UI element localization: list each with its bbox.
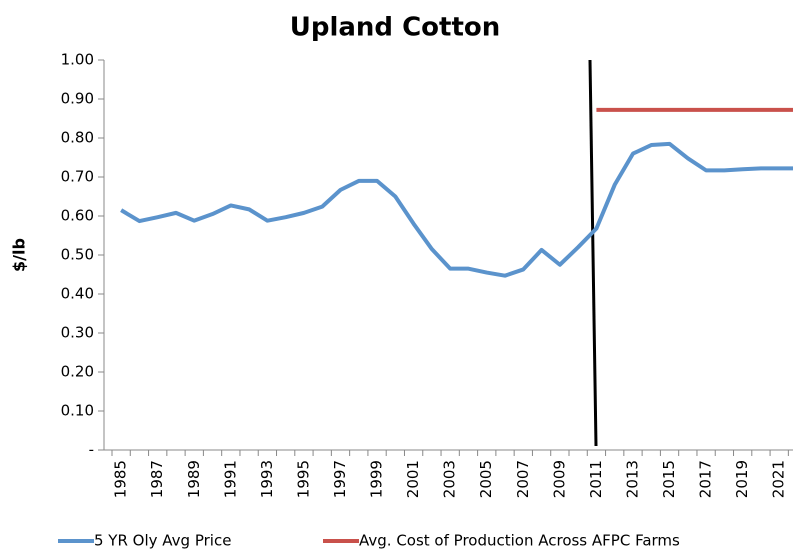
- x-tick-label: 2005: [477, 460, 495, 498]
- x-tick-label: 1985: [112, 460, 130, 498]
- x-tick-label: 1991: [221, 460, 239, 498]
- x-tick-label: 1995: [294, 460, 312, 498]
- y-tick-label: -: [89, 441, 94, 459]
- chart-title: Upland Cotton: [290, 13, 501, 43]
- x-tick-label: 2021: [770, 460, 788, 498]
- y-tick-label: 1.00: [61, 51, 94, 69]
- x-tick-label: 2017: [697, 460, 715, 498]
- x-tick-label: 1997: [331, 460, 349, 498]
- x-tick-label: 1989: [185, 460, 203, 498]
- x-tick-label: 2011: [587, 460, 605, 498]
- data-line: [120, 141, 793, 278]
- x-tick-label: 2001: [404, 460, 422, 498]
- y-tick-label: 0.90: [61, 90, 94, 108]
- legend-label: 5 YR Oly Avg Price: [94, 532, 231, 550]
- y-tick-label: 0.20: [61, 363, 94, 381]
- x-tick-label: 2015: [660, 460, 678, 498]
- y-tick-label: 0.50: [61, 246, 94, 264]
- x-tick-label: 1987: [148, 460, 166, 498]
- y-tick-label: 0.40: [61, 285, 94, 303]
- y-axis-label: $/lb: [10, 238, 29, 272]
- x-tick-label: 2003: [441, 460, 459, 498]
- x-tick-label: 2007: [514, 460, 532, 498]
- y-tick-label: 0.80: [61, 129, 94, 147]
- x-tick-label: 2019: [733, 460, 751, 498]
- y-tick-label: 0.10: [61, 402, 94, 420]
- x-tick-label: 2013: [623, 460, 641, 498]
- y-tick-label: 0.30: [61, 324, 94, 342]
- divider-line: [588, 59, 598, 447]
- x-tick-label: 1993: [258, 460, 276, 498]
- x-tick-label: 1999: [368, 460, 386, 498]
- y-tick-label: 0.60: [61, 207, 94, 225]
- y-tick-label: 0.70: [61, 168, 94, 186]
- legend-label: Avg. Cost of Production Across AFPC Farm…: [359, 532, 680, 550]
- x-tick-label: 2009: [550, 460, 568, 498]
